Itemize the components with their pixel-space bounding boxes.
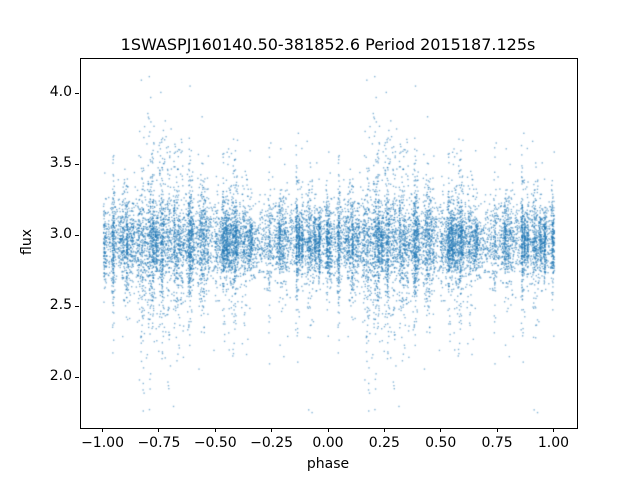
y-tick (75, 234, 79, 236)
x-tick (327, 428, 329, 432)
x-tick (214, 428, 216, 432)
scatter-points-canvas (81, 59, 577, 428)
x-tick-label: −1.00 (81, 435, 124, 451)
x-tick (496, 428, 498, 432)
x-tick-label: 0.50 (425, 435, 457, 451)
y-tick-label: 3.0 (49, 226, 72, 243)
y-tick (75, 376, 79, 378)
x-tick-label: −0.50 (193, 435, 237, 451)
y-tick-label: 2.0 (49, 368, 72, 385)
x-tick (383, 428, 385, 432)
x-tick (102, 428, 104, 432)
x-tick-label: −0.75 (137, 435, 181, 451)
x-tick (158, 428, 160, 432)
y-tick (75, 305, 79, 307)
y-tick (75, 92, 79, 94)
x-tick-label: 1.00 (537, 435, 570, 451)
chart-title: 1SWASPJ160140.50-381852.6 Period 2015187… (120, 35, 536, 54)
y-tick (75, 163, 79, 165)
x-tick-label: −0.25 (250, 435, 294, 451)
y-tick-label: 2.5 (49, 297, 72, 314)
x-tick (271, 428, 273, 432)
x-axis-label: phase (306, 456, 350, 472)
x-tick (552, 428, 554, 432)
y-tick-label: 4.0 (49, 84, 72, 101)
y-tick-label: 3.5 (49, 155, 72, 172)
plot-area (80, 58, 578, 429)
x-tick (440, 428, 442, 432)
x-tick-label: 0.00 (312, 435, 344, 451)
x-tick-label: 0.25 (368, 435, 400, 451)
x-tick-label: 0.75 (481, 435, 513, 451)
